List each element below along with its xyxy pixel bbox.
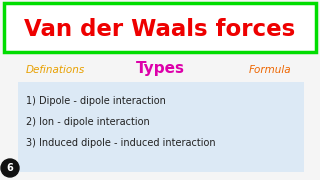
Text: 1) Dipole - dipole interaction: 1) Dipole - dipole interaction	[26, 96, 166, 106]
FancyBboxPatch shape	[4, 3, 316, 52]
Text: Definations: Definations	[25, 65, 84, 75]
Text: 2) Ion - dipole interaction: 2) Ion - dipole interaction	[26, 117, 150, 127]
Text: Van der Waals forces: Van der Waals forces	[24, 17, 296, 40]
Text: Types: Types	[135, 60, 185, 75]
Text: 6: 6	[7, 163, 13, 173]
Circle shape	[1, 159, 19, 177]
FancyBboxPatch shape	[18, 82, 304, 172]
Text: Formula: Formula	[249, 65, 291, 75]
Text: 3) Induced dipole - induced interaction: 3) Induced dipole - induced interaction	[26, 138, 216, 148]
